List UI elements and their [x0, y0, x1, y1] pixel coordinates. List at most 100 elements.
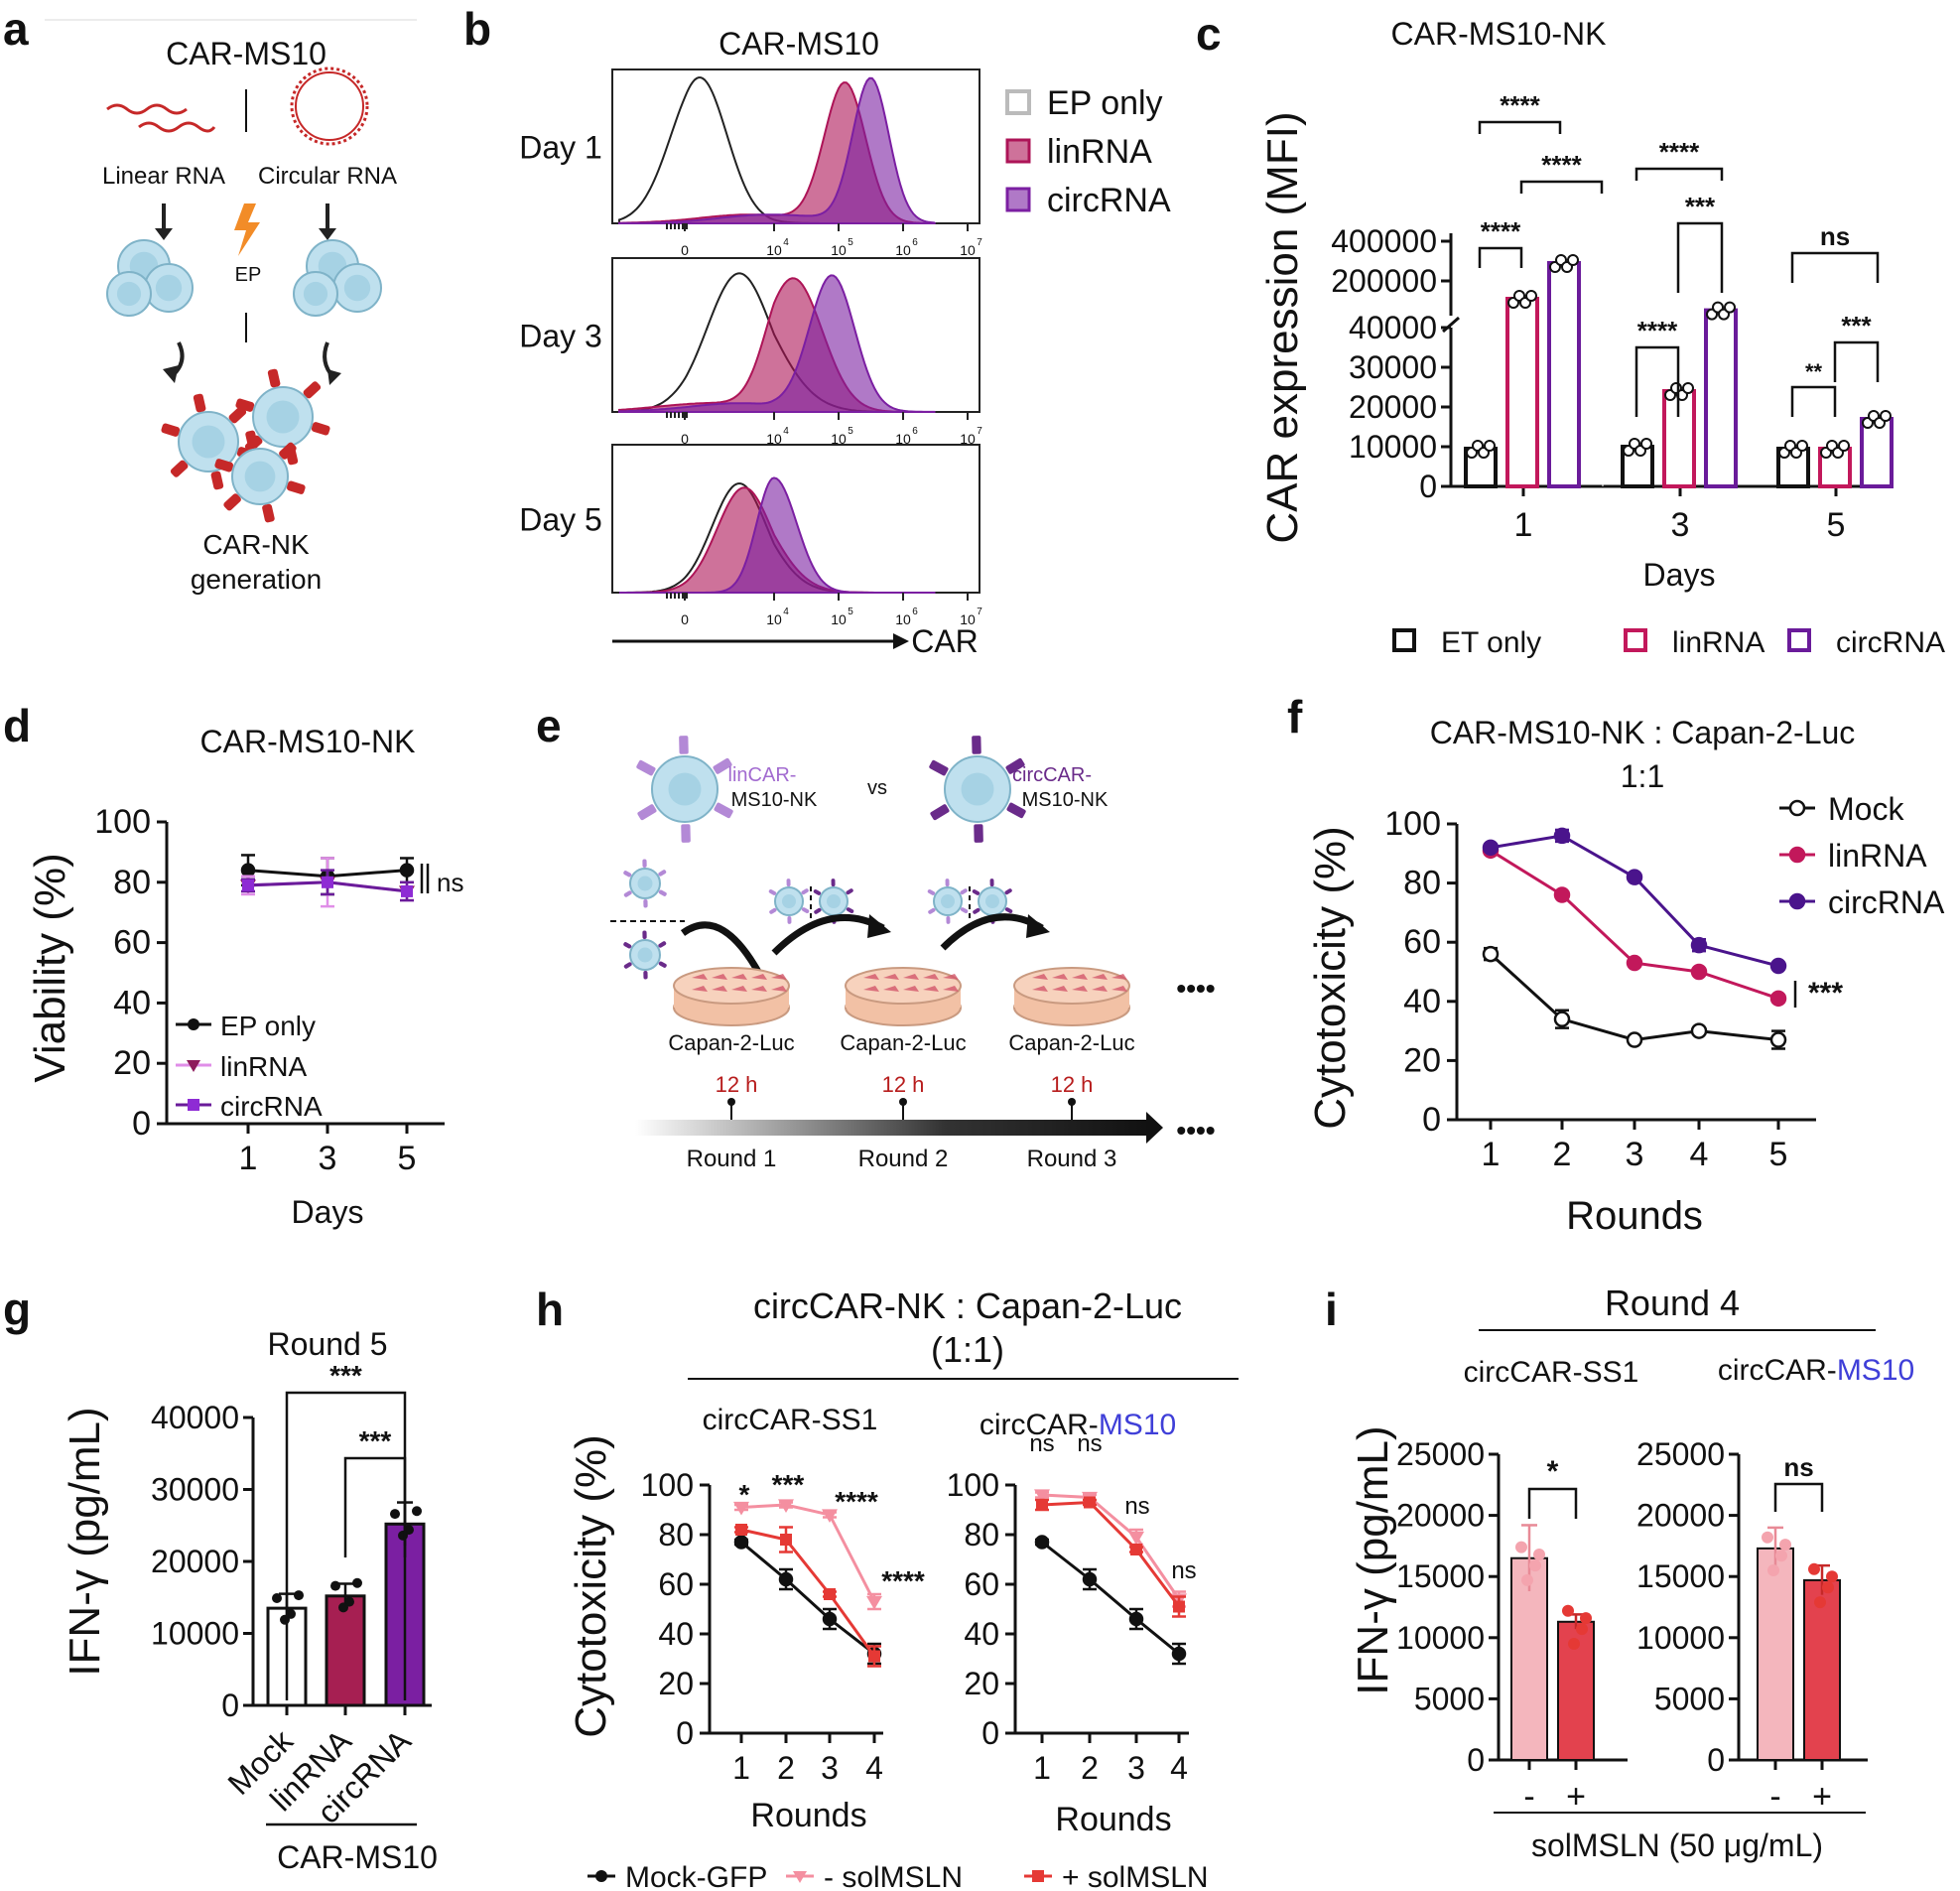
car-receptor-icon: [989, 878, 994, 887]
panel-d-series-2-point: [322, 876, 333, 888]
panel-g-ytick-label: 30000: [151, 1472, 239, 1508]
panel-i-right-dot: [1822, 1581, 1834, 1594]
panel-c-legend-label-2: circRNA: [1836, 626, 1945, 659]
panel-c-sig-4-bracket: [1676, 221, 1724, 293]
panel-e-dish-label-0: Capan-2-Luc: [668, 1030, 794, 1055]
panel-h-left-series-1-point: [733, 1501, 749, 1516]
panel-letter-c: c: [1196, 8, 1222, 60]
panel-c-bar-2: [1547, 261, 1581, 488]
car-receptor-icon: [972, 736, 981, 754]
car-receptor-icon: [927, 889, 936, 895]
panel-b-tick-label: 10: [831, 431, 847, 447]
panel-c-dot: [1724, 301, 1736, 314]
panel-e-lincar-label-2: MS10-NK: [731, 789, 818, 811]
panel-h-left-ytick-label: 20: [658, 1666, 694, 1701]
panel-f-series-2-point: [1626, 869, 1643, 885]
panel-f-series-2-point: [1482, 839, 1500, 857]
panel-i-left-ytick-label: 20000: [1396, 1498, 1485, 1534]
panel-h-left-ytick-label: 100: [641, 1467, 694, 1503]
panel-c-legend-marker-1: [1624, 628, 1647, 652]
panel-i-left-xtick-label: -: [1523, 1778, 1534, 1816]
panel-h-sig-left-2: ****: [835, 1486, 878, 1517]
panel-h-right-series-0-line: [1041, 1541, 1180, 1656]
panel-letter-e: e: [536, 700, 562, 751]
car-receptor-icon: [636, 759, 656, 776]
panel-f-ytick-label: 80: [1403, 865, 1441, 902]
car-receptor-icon: [658, 941, 667, 948]
tumor-cell-icon: [923, 986, 939, 992]
tumor-cell-icon: [751, 974, 767, 980]
car-receptor-icon: [846, 888, 853, 895]
panel-e-dots-2: ••••: [1176, 1115, 1215, 1146]
nk-cell-icon-nucleus: [343, 274, 371, 302]
panel-b-tick-exp: 4: [783, 607, 789, 617]
panel-h-left-series-2-point: [780, 1534, 792, 1546]
panel-d-legend-label-2: circRNA: [220, 1091, 323, 1122]
panel-letter-b: b: [463, 3, 491, 55]
car-receptor-icon: [642, 859, 647, 868]
panel-b-tick-label: 0: [681, 611, 689, 627]
car-nk-cell-nucleus: [668, 772, 702, 806]
panel-f-legend-marker-2: [1788, 892, 1806, 910]
tumor-cell-icon: [771, 986, 787, 992]
car-receptor-icon: [960, 907, 969, 913]
nk-cell-icon-nucleus: [155, 274, 183, 302]
car-nk-cell-icon-nucleus: [244, 461, 276, 492]
panel-h-legend-marker-1: [793, 1871, 807, 1883]
tumor-cell-icon: [771, 974, 787, 980]
panel-d-ytick-label: 40: [113, 984, 151, 1021]
panel-i-right-ytick-label: 5000: [1654, 1681, 1725, 1716]
panel-d-xtick-label: 5: [398, 1140, 417, 1177]
panel-h-sig-right-2: ns: [1124, 1493, 1149, 1520]
panel-f-series-0-point: [1626, 1031, 1643, 1048]
panel-c-sig-0-bracket: [1478, 120, 1562, 134]
tumor-cell-icon: [712, 986, 727, 992]
car-receptor-icon: [714, 802, 733, 819]
panel-b-tick-label: 0: [681, 242, 689, 258]
panel-f-series-0-point: [1482, 945, 1500, 963]
panel-d-title: CAR-MS10-NK: [200, 724, 416, 759]
car-nk-cell-nucleus: [961, 772, 994, 806]
panel-h-left-ytick-label: 40: [658, 1616, 694, 1652]
panel-h-right-ytick-label: 20: [964, 1666, 999, 1701]
panel-f-ytick-label: 0: [1422, 1101, 1441, 1139]
tumor-cell-icon: [923, 974, 939, 980]
panel-h-left-series-2-point: [868, 1650, 880, 1663]
car-receptor-icon: [1006, 802, 1026, 819]
panel-f-series-2-point: [1769, 957, 1787, 975]
panel-d-legend-marker-0: [188, 1018, 199, 1030]
car-receptor-icon: [814, 907, 822, 914]
car-receptor-icon: [245, 430, 258, 450]
panel-c-title: CAR-MS10-NK: [1391, 16, 1607, 52]
car-receptor-icon: [681, 824, 691, 843]
panel-a-ep-label: EP: [235, 264, 262, 286]
panel-i-right-ytick-label: 0: [1707, 1742, 1725, 1778]
car-receptor-icon: [831, 878, 836, 887]
panel-i-right-ytick-label: 25000: [1636, 1436, 1725, 1472]
panel-f-legend-label-2: circRNA: [1828, 884, 1945, 920]
car-receptor-icon: [769, 907, 777, 914]
panel-h-right-series-2-point: [1130, 1544, 1142, 1555]
panel-h-left-xtick-label: 2: [777, 1750, 795, 1786]
car-nk-cell-nucleus: [827, 894, 841, 908]
panel-d-series-2-point: [242, 878, 254, 891]
panel-c-dot: [1525, 290, 1537, 302]
panel-h-left-series-0-line: [740, 1541, 875, 1656]
car-receptor-icon: [973, 907, 980, 914]
panel-h-subtitle: (1:1): [931, 1329, 1004, 1370]
tumor-cell-icon: [1092, 986, 1108, 992]
panel-b-tick-exp: 6: [912, 426, 918, 437]
panel-i-right-xtick-label: +: [1812, 1778, 1832, 1816]
panel-d-series-0-point: [399, 863, 415, 878]
panel-g-dot: [294, 1590, 304, 1601]
panel-h-right-ytick-label: 0: [981, 1715, 999, 1751]
panel-f-series-1-point: [1769, 990, 1787, 1008]
panel-c-sig-8-label: **: [1805, 359, 1823, 384]
panel-c-sig-0-label: ****: [1500, 90, 1540, 120]
panel-h-left-ytick-label: 60: [658, 1566, 694, 1602]
panel-e-round-label-0: Round 1: [687, 1146, 777, 1172]
panel-i-right-ytick-label: 20000: [1636, 1498, 1725, 1534]
panel-i-sub-a: circCAR-SS1: [1464, 1356, 1639, 1389]
panel-h-sig-right-0: ns: [1029, 1430, 1054, 1457]
panel-i-sig-1-label: ns: [1783, 1452, 1813, 1482]
